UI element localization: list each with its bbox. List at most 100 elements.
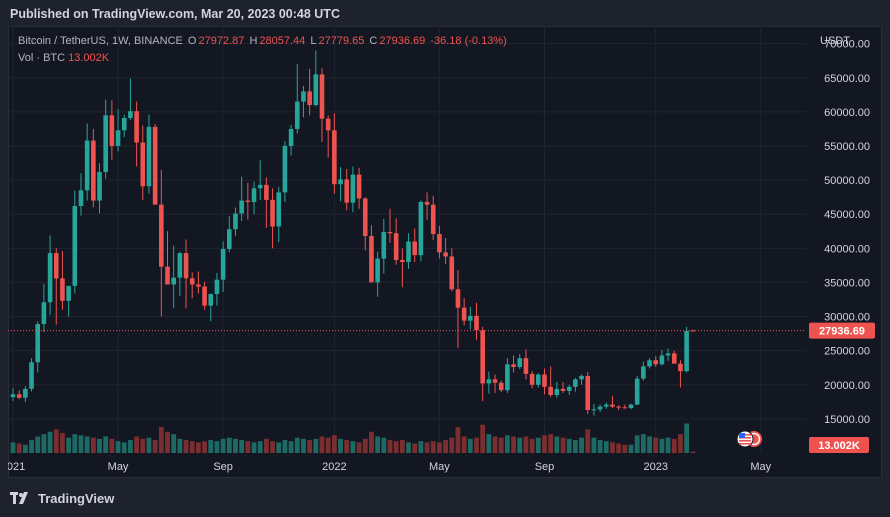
candle[interactable] — [35, 321, 41, 373]
candle[interactable] — [653, 356, 659, 368]
candle[interactable] — [29, 358, 34, 392]
candle[interactable] — [319, 68, 325, 142]
candle[interactable] — [208, 293, 214, 322]
candle[interactable] — [542, 368, 547, 395]
candle[interactable] — [171, 245, 176, 309]
candle[interactable] — [288, 124, 294, 156]
candle[interactable] — [418, 200, 424, 262]
candle[interactable] — [344, 169, 350, 211]
candle[interactable] — [387, 208, 393, 243]
candle[interactable] — [369, 225, 374, 283]
candle[interactable] — [362, 197, 368, 251]
candle[interactable] — [251, 181, 257, 215]
candle[interactable] — [647, 358, 652, 369]
price-chart[interactable]: 70000.00 65000.00 60000.00 55000.00 50000.00… — [8, 26, 882, 478]
candle[interactable] — [72, 190, 78, 294]
candle[interactable] — [257, 160, 263, 200]
candle[interactable] — [128, 78, 133, 121]
candle[interactable] — [97, 163, 102, 214]
candle[interactable] — [560, 382, 566, 393]
candle[interactable] — [313, 50, 319, 107]
candle[interactable] — [443, 238, 448, 265]
candle[interactable] — [276, 186, 282, 243]
candle[interactable] — [196, 271, 201, 294]
candle[interactable] — [449, 248, 455, 292]
candle[interactable] — [53, 248, 59, 325]
legend-symbol[interactable]: Bitcoin / TetherUS, 1W, BINANCE — [18, 35, 183, 47]
candle[interactable] — [103, 99, 108, 179]
candle[interactable] — [437, 225, 442, 259]
candle[interactable] — [585, 371, 591, 415]
candle[interactable] — [573, 377, 578, 392]
candle[interactable] — [412, 228, 417, 262]
candle[interactable] — [603, 402, 609, 409]
candle[interactable] — [47, 235, 53, 316]
candle[interactable] — [468, 306, 473, 330]
candle[interactable] — [665, 348, 671, 361]
candle[interactable] — [461, 298, 467, 326]
candle[interactable] — [91, 128, 96, 208]
candle[interactable] — [60, 251, 65, 310]
candle[interactable] — [536, 373, 541, 388]
candle[interactable] — [227, 216, 232, 253]
chart-frame[interactable] — [8, 26, 882, 478]
candle[interactable] — [140, 125, 146, 200]
candle[interactable] — [554, 382, 560, 398]
candle[interactable] — [424, 192, 430, 220]
candle[interactable] — [23, 386, 28, 402]
candle[interactable] — [189, 272, 195, 299]
candle[interactable] — [486, 371, 492, 394]
candle[interactable] — [474, 302, 479, 340]
candle[interactable] — [282, 141, 288, 202]
candle[interactable] — [41, 283, 47, 333]
candle[interactable] — [505, 358, 510, 393]
candle[interactable] — [270, 188, 275, 249]
candle[interactable] — [597, 404, 603, 413]
candle[interactable] — [115, 109, 121, 152]
candle[interactable] — [659, 349, 665, 366]
candle[interactable] — [628, 403, 634, 410]
candle[interactable] — [177, 251, 183, 297]
candle[interactable] — [202, 281, 207, 310]
us-flag-icon[interactable] — [736, 430, 754, 448]
candle[interactable] — [684, 326, 689, 373]
candle[interactable] — [16, 390, 22, 400]
candle[interactable] — [529, 371, 535, 389]
candle[interactable] — [307, 68, 312, 116]
volume-legend-label[interactable]: Vol · BTC — [18, 52, 66, 64]
candle[interactable] — [233, 207, 238, 237]
price-unit-label[interactable]: USDT — [820, 35, 850, 47]
candle[interactable] — [121, 114, 127, 138]
candle[interactable] — [480, 326, 485, 402]
candle[interactable] — [591, 403, 597, 416]
candle[interactable] — [641, 361, 646, 381]
candle[interactable] — [622, 404, 628, 409]
candle[interactable] — [566, 384, 572, 396]
candle[interactable] — [517, 354, 523, 370]
candle[interactable] — [356, 167, 362, 209]
candle[interactable] — [214, 272, 220, 306]
candle[interactable] — [492, 374, 498, 393]
candle[interactable] — [523, 349, 529, 380]
candle[interactable] — [610, 395, 615, 408]
candle[interactable] — [84, 123, 90, 201]
candle[interactable] — [66, 285, 71, 317]
candle[interactable] — [511, 355, 516, 373]
candle[interactable] — [301, 85, 306, 118]
candle[interactable] — [671, 350, 677, 364]
candle[interactable] — [498, 380, 504, 393]
candle[interactable] — [220, 241, 226, 292]
candle[interactable] — [406, 233, 411, 269]
candle[interactable] — [634, 375, 640, 406]
candle[interactable] — [400, 248, 405, 288]
candle[interactable] — [430, 195, 436, 241]
candle[interactable] — [332, 113, 337, 194]
candle[interactable] — [548, 366, 553, 398]
candle[interactable] — [245, 182, 251, 220]
candle[interactable] — [393, 218, 399, 265]
candle[interactable] — [10, 388, 16, 402]
candle[interactable] — [109, 100, 115, 160]
candle[interactable] — [325, 115, 331, 158]
candle[interactable] — [134, 101, 139, 167]
candle[interactable] — [294, 64, 300, 134]
